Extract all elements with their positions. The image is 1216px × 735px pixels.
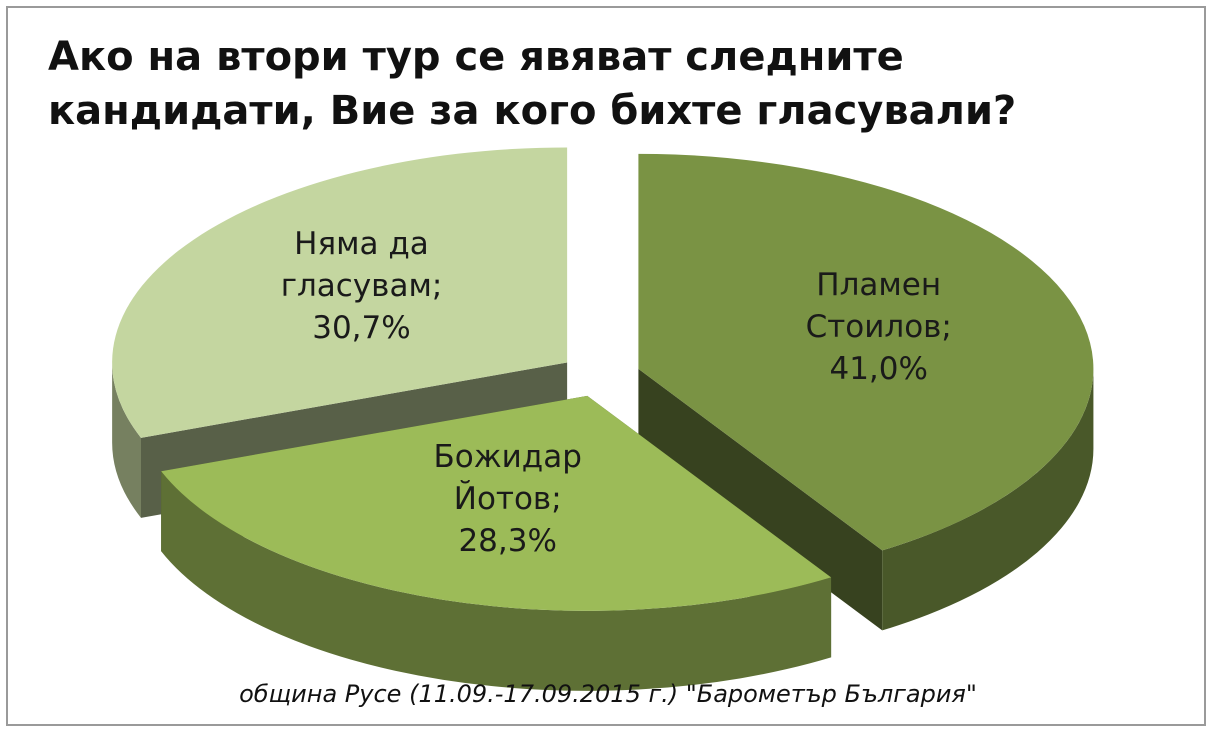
slice-label-1: Божидар Йотов; 28,3%	[433, 439, 581, 559]
slice-label-0-line-1: Стоилов;	[806, 309, 952, 345]
chart-source-caption: община Русе (11.09.-17.09.2015 г.) "Баро…	[239, 680, 977, 708]
chart-title-line-2: кандидати, Вие за кого бихте гласували?	[48, 88, 1017, 134]
pie-slice-2-top	[112, 147, 568, 438]
pie-slice-0-wall-1	[638, 368, 883, 631]
pie-slice-1-rim	[161, 471, 832, 691]
slice-label-2: Няма да гласувам; 30,7%	[281, 226, 443, 346]
pie-slice-1	[161, 395, 832, 691]
slice-label-1-line-2: 28,3%	[458, 523, 556, 559]
chart-title-line-1: Ако на втори тур се явяват следните	[48, 34, 904, 80]
slice-label-1-line-1: Йотов;	[454, 481, 562, 517]
slice-label-0: Пламен Стоилов; 41,0%	[806, 267, 952, 387]
slice-label-0-line-2: 41,0%	[829, 351, 927, 387]
slice-label-2-line-0: Няма да	[294, 226, 429, 262]
pie-slice-0-top	[638, 153, 1094, 551]
slice-label-2-line-2: 30,7%	[312, 310, 410, 346]
slice-label-1-line-0: Божидар	[433, 439, 581, 475]
slice-label-0-line-0: Пламен	[816, 267, 941, 303]
slice-label-2-line-1: гласувам;	[281, 268, 443, 304]
pie-slice-0-rim	[882, 368, 1094, 631]
pie-slice-2-rim	[112, 362, 141, 518]
pie-slice-1-top	[161, 395, 832, 611]
chart-title: Ако на втори тур се явяват следните канд…	[48, 30, 1168, 138]
pie-slice-0	[638, 153, 1094, 631]
